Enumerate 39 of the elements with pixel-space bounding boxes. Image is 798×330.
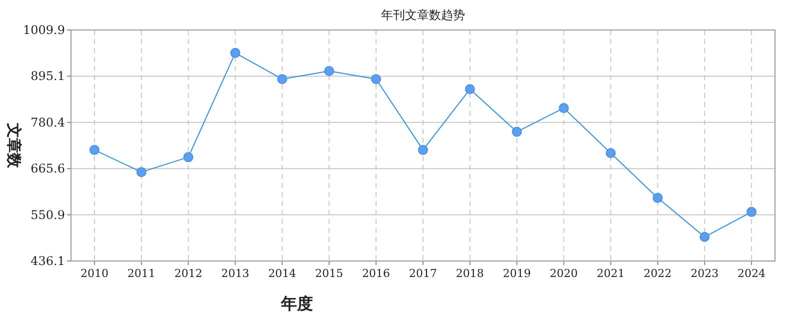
- chart-title: 年刊文章数趋势: [381, 8, 465, 22]
- y-axis-title: 文章数: [5, 122, 23, 169]
- x-tick-label: 2020: [550, 267, 578, 280]
- point: [558, 103, 569, 114]
- x-tick-label: 2010: [80, 267, 108, 280]
- x-tick-label: 2023: [690, 267, 719, 280]
- point: [230, 48, 240, 58]
- x-tick-label: 2011: [127, 267, 156, 280]
- y-tick-label: 665.6: [30, 162, 65, 176]
- y-tick-label: 895.1: [30, 69, 65, 84]
- x-tick-label: 2016: [362, 267, 390, 280]
- point: [183, 152, 194, 162]
- y-tick-label: 436.1: [30, 254, 65, 268]
- point: [371, 74, 382, 84]
- x-tick-label: 2017: [409, 267, 437, 280]
- point: [652, 192, 663, 203]
- x-tick-label: 2014: [268, 267, 296, 280]
- point: [746, 206, 757, 217]
- x-tick-label: 2021: [596, 267, 625, 280]
- y-tick-label: 550.9: [30, 208, 65, 222]
- point: [136, 167, 146, 178]
- point: [606, 148, 616, 158]
- x-tick-label: 2013: [221, 267, 250, 280]
- point: [277, 74, 288, 84]
- point: [464, 84, 475, 94]
- point: [89, 144, 100, 155]
- point: [700, 232, 710, 242]
- point: [418, 144, 428, 155]
- x-tick-label: 2019: [502, 267, 531, 280]
- x-axis-title: 年度: [280, 294, 313, 313]
- x-tick-label: 2018: [456, 267, 484, 280]
- x-tick-label: 2022: [644, 267, 672, 280]
- point: [324, 66, 334, 76]
- x-tick-label: 2024: [738, 267, 766, 280]
- x-tick-label: 2015: [315, 267, 344, 280]
- y-tick-label: 1009.9: [23, 23, 65, 37]
- y-tick-label: 780.4: [30, 115, 66, 130]
- x-tick-label: 2012: [174, 267, 202, 280]
- point: [512, 126, 522, 137]
